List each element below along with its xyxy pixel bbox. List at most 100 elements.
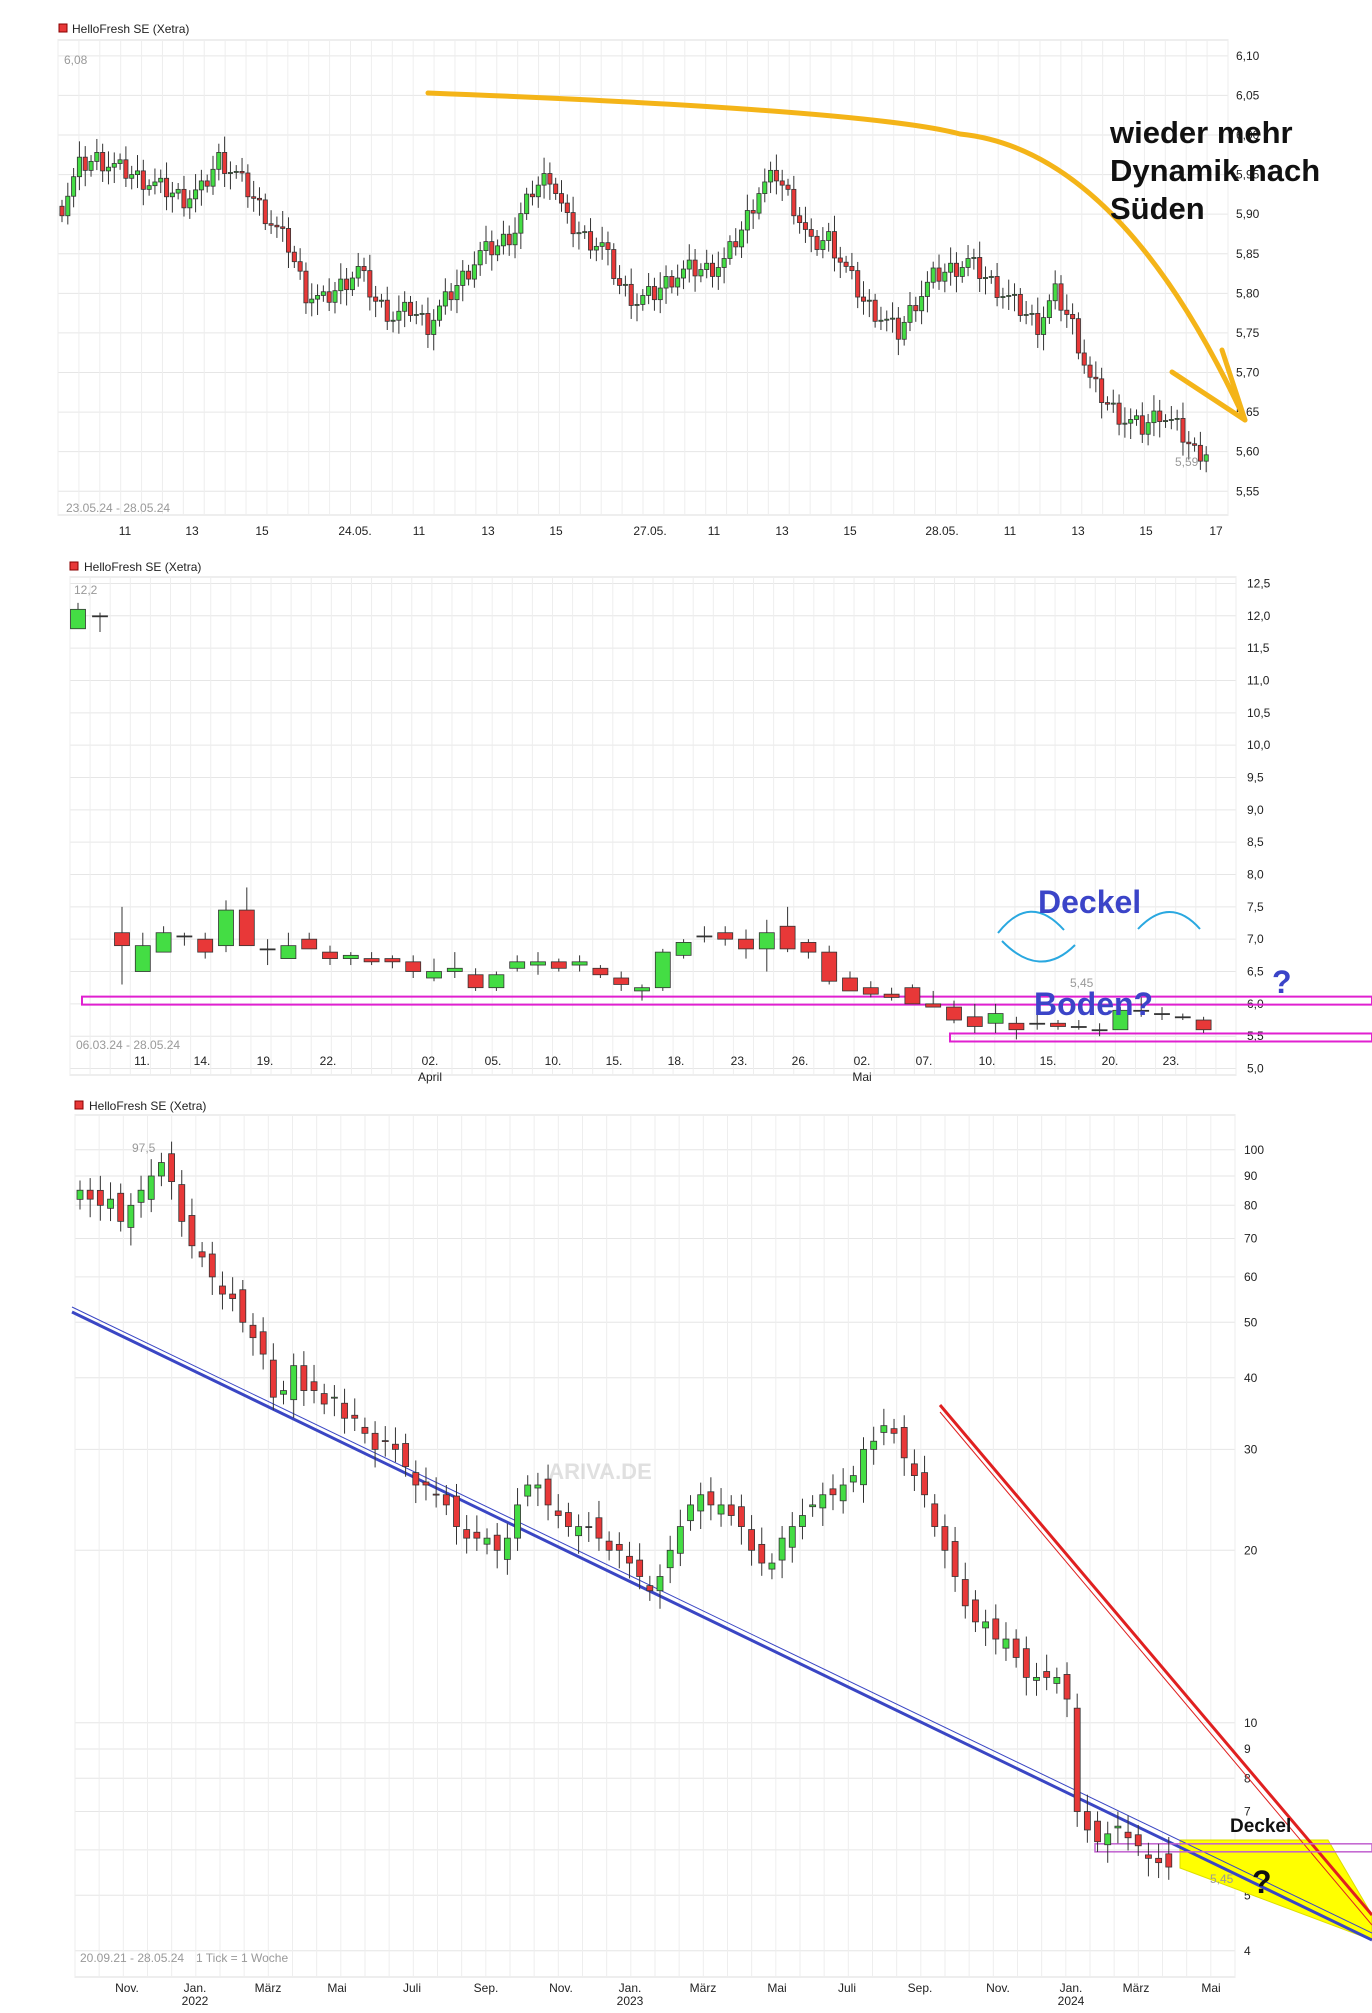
candle (181, 188, 187, 209)
chart-daily: HelloFresh SE (Xetra) 12,5 12,0 11,5 11,0 10… (0, 555, 1372, 1095)
candle (1145, 1854, 1152, 1859)
candle (129, 174, 135, 179)
y-tick-label: 7,0 (1247, 932, 1264, 946)
candle (448, 291, 454, 301)
candle (431, 319, 437, 335)
low-label: 5,59 (1175, 455, 1199, 469)
candle (860, 1448, 867, 1486)
candle (862, 987, 879, 995)
candles (76, 1141, 1173, 1880)
candle (315, 295, 321, 300)
watermark: ARIVA.DE (548, 1459, 652, 1484)
candle (982, 1621, 990, 1629)
candle (615, 1543, 623, 1551)
candle (332, 290, 338, 303)
trendline-resistance (938, 1404, 1372, 1916)
candle (839, 1484, 847, 1502)
y-tick-label: 5,75 (1236, 326, 1260, 340)
candle (992, 1618, 1000, 1640)
candle (514, 1504, 521, 1539)
candle (656, 1576, 664, 1592)
candle (654, 951, 671, 989)
candle (467, 974, 484, 989)
y-tick-label: 80 (1244, 1198, 1258, 1212)
candle (506, 233, 512, 246)
candle (715, 267, 721, 277)
candle (1070, 1026, 1087, 1028)
legend: HelloFresh SE (Xetra) (74, 1099, 206, 1113)
x-tick-label: Sep. (474, 1981, 499, 1995)
y-ticks: 6,106,056,005,955,905,855,805,755,705,65… (1236, 49, 1260, 498)
candle (762, 181, 768, 194)
legend-title: HelloFresh SE (Xetra) (84, 560, 201, 574)
candle (1128, 419, 1134, 424)
candle (971, 257, 977, 259)
x-tick-label: 15 (1139, 524, 1153, 538)
candle (107, 1198, 114, 1209)
candle (837, 257, 843, 263)
candle (756, 193, 762, 214)
candle (1073, 1707, 1081, 1812)
candle (1002, 1638, 1010, 1649)
candle (779, 180, 785, 186)
candle (1012, 1638, 1020, 1658)
candle (239, 1289, 247, 1323)
candle (1112, 1009, 1129, 1031)
candle (262, 199, 268, 225)
candle (1192, 443, 1198, 446)
x-tick-label: Juli (403, 1981, 421, 1995)
candle (953, 262, 959, 277)
candle (105, 166, 111, 172)
candle (921, 1472, 928, 1496)
candle (657, 287, 663, 301)
high-label: 97,5 (132, 1141, 156, 1155)
candle (1033, 1676, 1040, 1681)
candle (1163, 420, 1169, 422)
candle (355, 266, 361, 279)
x-month-label: Mai (852, 1070, 871, 1084)
candle (1094, 1820, 1101, 1843)
candle (535, 184, 541, 198)
candle (758, 1543, 766, 1564)
y-tick-label: 9 (1244, 1742, 1251, 1756)
candle (114, 932, 130, 947)
candle (402, 1443, 410, 1467)
candle (977, 257, 983, 279)
candle (890, 1428, 898, 1434)
candle (229, 1293, 237, 1299)
candle (617, 278, 623, 286)
candle (1087, 364, 1093, 378)
candle (1022, 1648, 1030, 1678)
candle (140, 170, 146, 190)
x-tick-label: Nov. (115, 1981, 139, 1995)
candle (204, 180, 210, 187)
candle (309, 298, 315, 304)
candle (717, 932, 734, 940)
candle (222, 152, 228, 174)
candle (704, 262, 710, 270)
candle (738, 1506, 745, 1527)
legend-title: HelloFresh SE (Xetra) (89, 1099, 206, 1113)
candle (717, 1504, 725, 1515)
candle (1104, 1833, 1112, 1846)
candle (503, 1537, 511, 1560)
candle (651, 286, 657, 301)
candle (197, 938, 214, 953)
candle (611, 249, 617, 279)
candle (301, 938, 318, 950)
candle (483, 241, 489, 251)
y-tick-label: 5,95 (1236, 168, 1260, 182)
candle (1063, 1674, 1071, 1700)
trendline-support-thin (71, 1306, 1372, 1934)
candle (280, 226, 286, 229)
candle (676, 1526, 684, 1554)
candle (117, 1192, 125, 1222)
candle (152, 181, 158, 187)
candle (76, 156, 82, 178)
x-tick-label: 15 (255, 524, 269, 538)
candle (1000, 296, 1006, 298)
candle (942, 271, 948, 282)
x-tick-label: März (1123, 1981, 1150, 1995)
candle (466, 270, 472, 280)
candle (92, 615, 108, 618)
